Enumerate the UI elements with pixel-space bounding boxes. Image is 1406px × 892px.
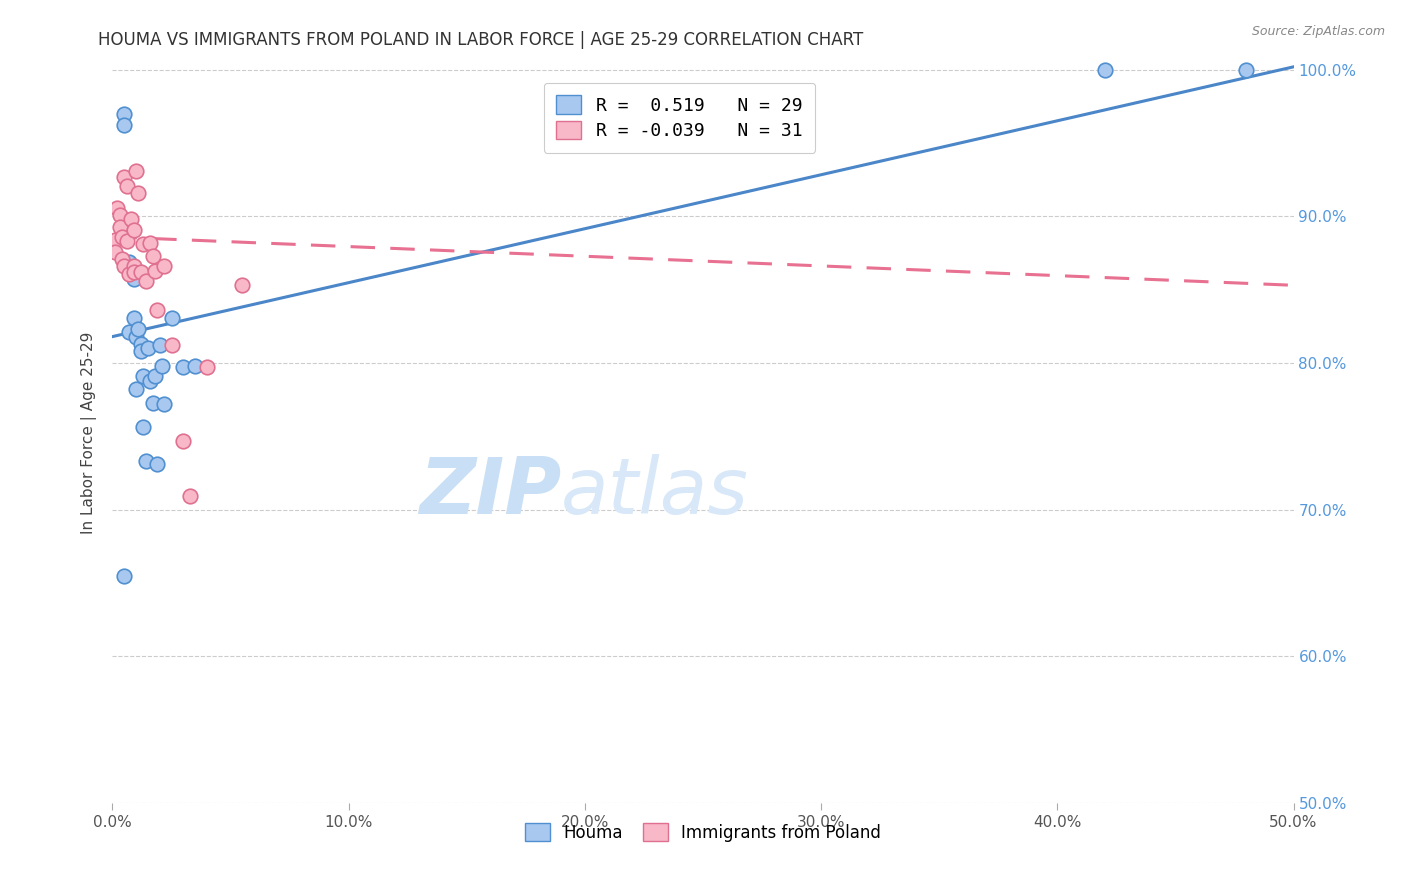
Point xyxy=(104,244,127,259)
Point xyxy=(129,265,152,279)
Point xyxy=(1234,62,1257,77)
Point xyxy=(125,329,148,343)
Point xyxy=(112,107,135,121)
Point xyxy=(129,344,152,359)
Point xyxy=(172,360,194,375)
Point xyxy=(120,212,142,227)
Text: HOUMA VS IMMIGRANTS FROM POLAND IN LABOR FORCE | AGE 25-29 CORRELATION CHART: HOUMA VS IMMIGRANTS FROM POLAND IN LABOR… xyxy=(98,31,863,49)
Point xyxy=(132,420,155,434)
Point xyxy=(127,322,149,336)
Point xyxy=(172,434,194,448)
Point xyxy=(104,233,127,247)
Point xyxy=(136,341,159,355)
Point xyxy=(184,359,207,373)
Point xyxy=(115,178,138,193)
Point xyxy=(160,310,183,325)
Point xyxy=(118,325,141,339)
Point xyxy=(1094,62,1116,77)
Point xyxy=(111,252,134,266)
Point xyxy=(150,359,173,373)
Point xyxy=(122,265,145,279)
Point xyxy=(115,235,138,249)
Point xyxy=(112,119,135,133)
Text: Source: ZipAtlas.com: Source: ZipAtlas.com xyxy=(1251,25,1385,38)
Point xyxy=(122,272,145,286)
Point xyxy=(118,267,141,281)
Point xyxy=(142,249,165,263)
Point xyxy=(105,201,128,215)
Point xyxy=(146,303,169,318)
Point xyxy=(118,255,141,269)
Y-axis label: In Labor Force | Age 25-29: In Labor Force | Age 25-29 xyxy=(80,332,97,533)
Point xyxy=(153,397,176,411)
Point xyxy=(108,208,131,222)
Point xyxy=(132,237,155,252)
Text: ZIP: ZIP xyxy=(419,454,561,530)
Point xyxy=(143,369,166,384)
Point xyxy=(120,267,142,281)
Point xyxy=(153,259,176,273)
Point xyxy=(146,457,169,471)
Point xyxy=(195,360,218,375)
Point xyxy=(125,383,148,397)
Point xyxy=(112,259,135,273)
Point xyxy=(231,278,253,293)
Point xyxy=(112,169,135,184)
Legend: Houma, Immigrants from Poland: Houma, Immigrants from Poland xyxy=(516,815,890,850)
Point xyxy=(108,219,131,234)
Point xyxy=(132,369,155,384)
Point xyxy=(135,454,157,468)
Point xyxy=(122,310,145,325)
Point xyxy=(139,374,162,388)
Point xyxy=(149,338,172,352)
Point xyxy=(125,164,148,178)
Point xyxy=(127,186,149,200)
Point xyxy=(122,222,145,236)
Point xyxy=(112,568,135,582)
Point xyxy=(111,230,134,244)
Point xyxy=(129,337,152,351)
Point xyxy=(160,338,183,352)
Point xyxy=(139,235,162,250)
Point xyxy=(142,395,165,409)
Point xyxy=(135,274,157,288)
Text: atlas: atlas xyxy=(561,454,749,530)
Point xyxy=(143,263,166,277)
Point xyxy=(122,259,145,273)
Point xyxy=(179,489,201,503)
